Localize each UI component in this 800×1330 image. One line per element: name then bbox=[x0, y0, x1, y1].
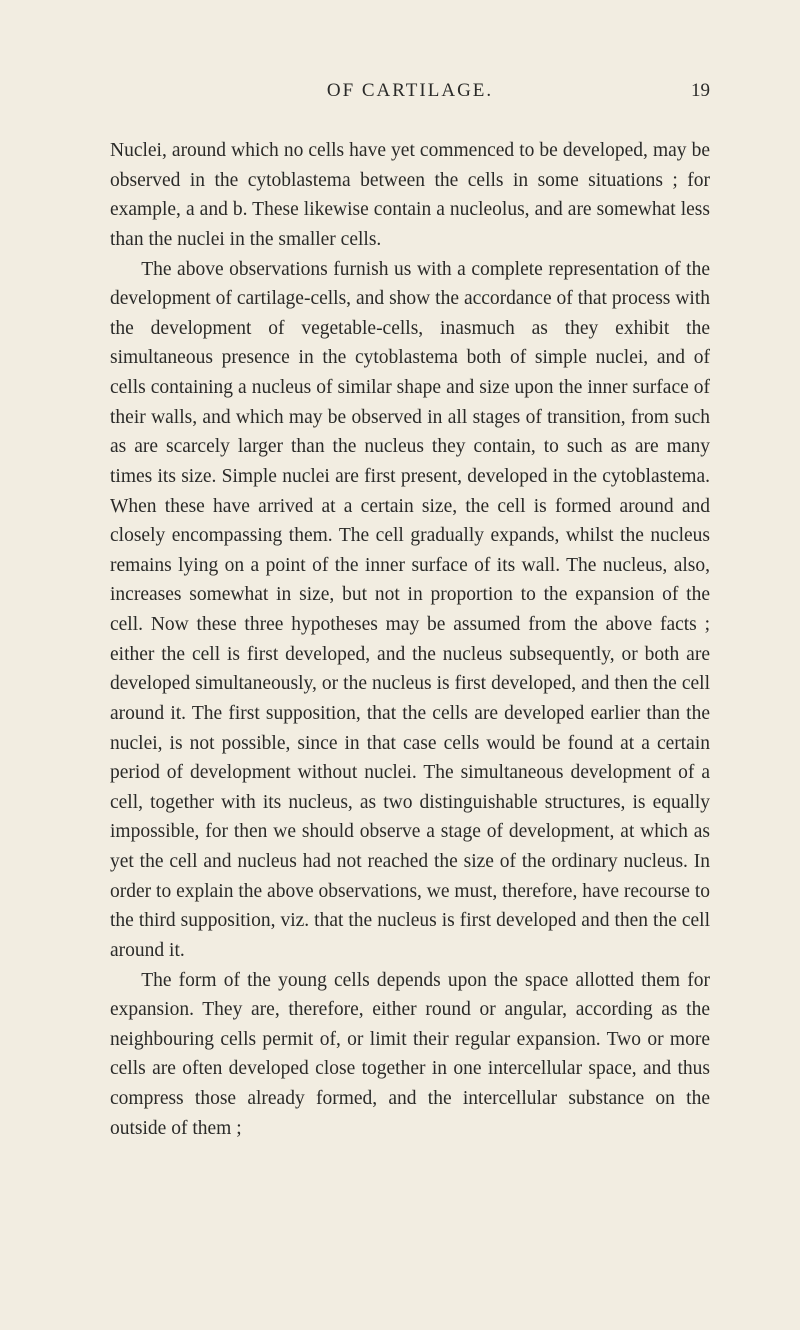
paragraph: The form of the young cells depends upon… bbox=[110, 966, 710, 1144]
page: OF CARTILAGE. 19 Nuclei, around which no… bbox=[0, 0, 800, 1330]
paragraph: The above observations furnish us with a… bbox=[110, 255, 710, 966]
running-title: OF CARTILAGE. bbox=[110, 80, 710, 102]
page-number: 19 bbox=[691, 80, 710, 102]
page-header: OF CARTILAGE. 19 bbox=[110, 80, 710, 102]
body-text: Nuclei, around which no cells have yet c… bbox=[110, 136, 710, 1143]
paragraph: Nuclei, around which no cells have yet c… bbox=[110, 136, 710, 255]
